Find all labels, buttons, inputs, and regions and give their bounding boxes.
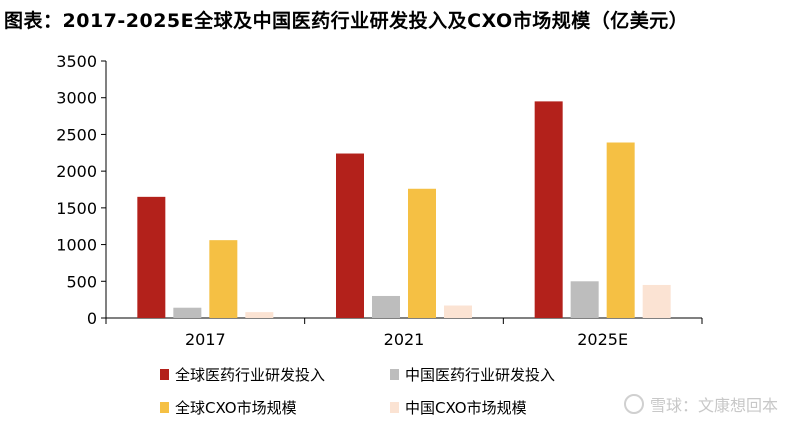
legend-item-china-rd: 中国医药行业研发投入 bbox=[390, 364, 620, 385]
legend-swatch-global-rd bbox=[160, 369, 169, 380]
legend-item-china-cxo: 中国CXO市场规模 bbox=[390, 397, 620, 418]
snowball-logo-icon bbox=[623, 394, 644, 414]
legend-item-global-rd: 全球医药行业研发投入 bbox=[160, 364, 390, 385]
x-tick-label: 2017 bbox=[185, 330, 226, 349]
bar bbox=[137, 196, 166, 318]
bar bbox=[209, 240, 238, 318]
bar bbox=[444, 305, 472, 318]
y-tick-label: 1500 bbox=[56, 199, 97, 218]
bar bbox=[570, 281, 599, 318]
y-tick-label: 3500 bbox=[56, 52, 97, 71]
bar bbox=[606, 142, 635, 318]
bar bbox=[336, 153, 364, 318]
bar bbox=[245, 312, 274, 318]
legend-label-global-rd: 全球医药行业研发投入 bbox=[175, 366, 326, 384]
y-tick-label: 500 bbox=[66, 272, 97, 291]
y-tick-label: 2000 bbox=[56, 162, 97, 181]
bar bbox=[173, 307, 202, 318]
x-tick-label: 2025E bbox=[577, 330, 628, 349]
y-tick-label: 2500 bbox=[56, 125, 97, 144]
watermark: 雪球：文康想回本 bbox=[623, 392, 778, 416]
bar bbox=[408, 188, 436, 318]
bar bbox=[372, 295, 400, 318]
bar bbox=[642, 284, 671, 318]
legend-label-china-cxo: 中国CXO市场规模 bbox=[405, 399, 527, 417]
chart-title: 图表：2017-2025E全球及中国医药行业研发投入及CXO市场规模（亿美元） bbox=[4, 10, 689, 32]
legend-swatch-global-cxo bbox=[160, 402, 169, 413]
legend-label-global-cxo: 全球CXO市场规模 bbox=[175, 399, 297, 417]
bar bbox=[534, 101, 563, 318]
x-tick-label: 2021 bbox=[384, 330, 425, 349]
legend-label-china-rd: 中国医药行业研发投入 bbox=[405, 366, 556, 384]
watermark-text: 雪球：文康想回本 bbox=[649, 396, 778, 415]
chart-legend: 全球医药行业研发投入 中国医药行业研发投入 全球CXO市场规模 中国CXO市场规… bbox=[160, 364, 620, 418]
y-tick-label: 1000 bbox=[56, 236, 97, 255]
legend-swatch-china-rd bbox=[390, 369, 399, 380]
legend-item-global-cxo: 全球CXO市场规模 bbox=[160, 397, 390, 418]
legend-swatch-china-cxo bbox=[390, 402, 399, 413]
y-tick-label: 0 bbox=[87, 309, 97, 328]
y-tick-label: 3000 bbox=[56, 89, 97, 108]
